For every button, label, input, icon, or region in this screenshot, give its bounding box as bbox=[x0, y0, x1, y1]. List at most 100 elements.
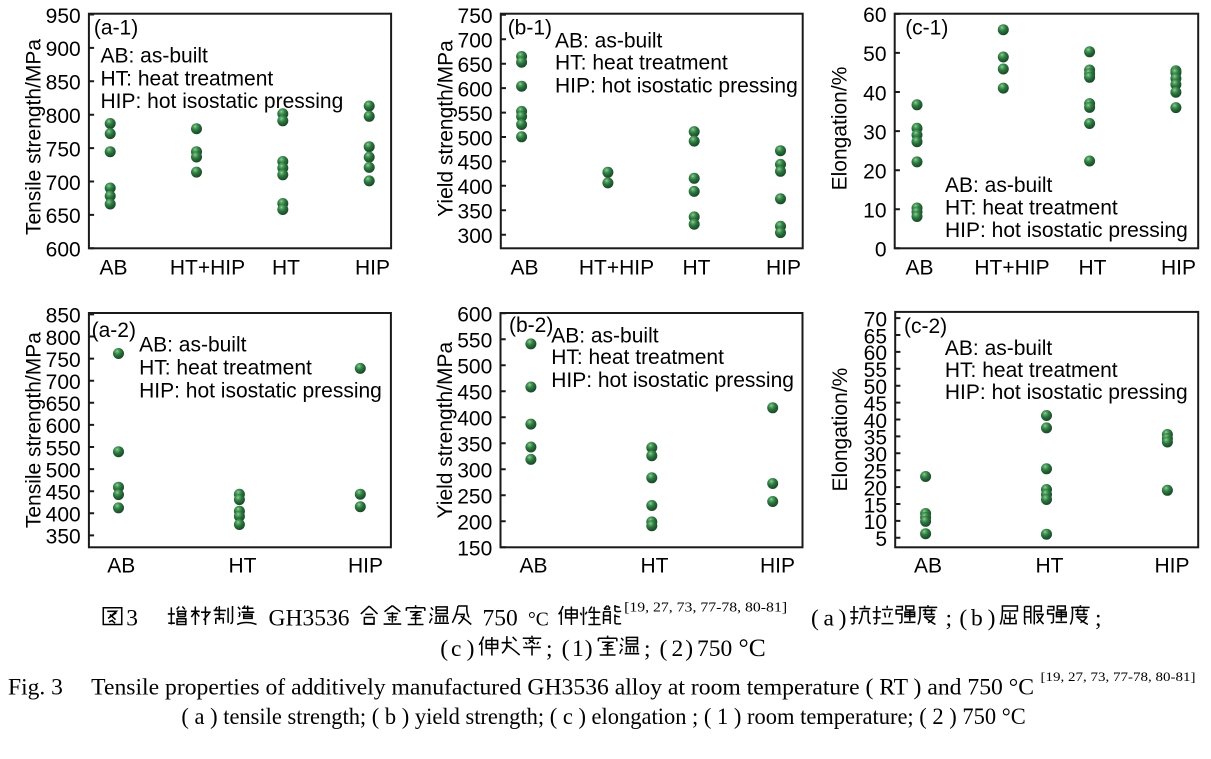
svg-text:850: 850 bbox=[46, 305, 81, 328]
svg-text:(a-2): (a-2) bbox=[92, 319, 136, 342]
svg-text:HT: heat treatment: HT: heat treatment bbox=[945, 359, 1118, 382]
svg-text:55: 55 bbox=[864, 359, 887, 382]
svg-text:Fig. 3: Fig. 3 bbox=[8, 675, 63, 701]
svg-text:10: 10 bbox=[864, 511, 887, 534]
svg-text:HT: heat treatment: HT: heat treatment bbox=[139, 357, 312, 380]
svg-text:500: 500 bbox=[458, 127, 493, 150]
svg-text:Yield strength/MPa: Yield strength/MPa bbox=[434, 341, 457, 518]
svg-text:HT: heat treatment: HT: heat treatment bbox=[101, 67, 274, 90]
svg-text:3: 3 bbox=[126, 606, 138, 632]
svg-text:550: 550 bbox=[457, 330, 492, 353]
svg-text:[19, 27, 73, 77-78, 80-81]: [19, 27, 73, 77-78, 80-81] bbox=[1041, 669, 1196, 684]
svg-text:(: ( bbox=[562, 636, 570, 662]
svg-text:850: 850 bbox=[46, 72, 81, 95]
svg-text:(b-2): (b-2) bbox=[509, 314, 553, 337]
svg-text:450: 450 bbox=[457, 382, 492, 405]
svg-text:(: ( bbox=[959, 606, 967, 632]
svg-text:(c-1): (c-1) bbox=[905, 17, 948, 40]
svg-text:400: 400 bbox=[458, 176, 493, 199]
svg-text:AB: as-built: AB: as-built bbox=[101, 45, 209, 68]
svg-text:25: 25 bbox=[864, 461, 887, 484]
svg-text:HT: heat treatment: HT: heat treatment bbox=[945, 197, 1118, 220]
svg-text:700: 700 bbox=[46, 172, 81, 195]
svg-text:AB: as-built: AB: as-built bbox=[139, 334, 247, 357]
svg-text:70: 70 bbox=[864, 308, 887, 331]
svg-text:750: 750 bbox=[458, 5, 493, 28]
svg-text:Yield strength/MPa: Yield strength/MPa bbox=[435, 40, 458, 217]
svg-text:(: ( bbox=[660, 636, 668, 662]
svg-text:700: 700 bbox=[458, 30, 493, 53]
svg-text:40: 40 bbox=[864, 410, 887, 433]
svg-text:HIP: HIP bbox=[355, 257, 390, 280]
svg-text:°C: °C bbox=[739, 633, 766, 662]
svg-text:500: 500 bbox=[457, 356, 492, 379]
svg-text:HIP: HIP bbox=[1161, 257, 1196, 280]
svg-text:50: 50 bbox=[864, 376, 887, 399]
svg-text:;: ; bbox=[644, 636, 651, 662]
svg-text:AB: AB bbox=[510, 257, 538, 280]
svg-text:800: 800 bbox=[46, 105, 81, 128]
svg-text:550: 550 bbox=[46, 437, 81, 460]
svg-text:40: 40 bbox=[863, 82, 886, 105]
svg-text:600: 600 bbox=[458, 78, 493, 101]
svg-text:200: 200 bbox=[457, 512, 492, 535]
svg-text:HIP: hot isostatic pressing: HIP: hot isostatic pressing bbox=[555, 75, 798, 98]
svg-text:( a ) tensile strength; ( b ): ( a ) tensile strength; ( b ) yield stre… bbox=[181, 704, 1025, 730]
svg-text:HT+HIP: HT+HIP bbox=[170, 257, 245, 280]
svg-text:Tensile properties of additive: Tensile properties of additively manufac… bbox=[91, 675, 1034, 701]
svg-text:650: 650 bbox=[46, 393, 81, 416]
svg-text:15: 15 bbox=[864, 494, 887, 517]
svg-text:350: 350 bbox=[458, 201, 493, 224]
svg-text:350: 350 bbox=[457, 434, 492, 457]
svg-text:400: 400 bbox=[46, 504, 81, 527]
svg-text:65: 65 bbox=[864, 325, 887, 348]
svg-text:300: 300 bbox=[457, 460, 492, 483]
svg-text:;: ; bbox=[546, 636, 553, 662]
svg-text:GH3536: GH3536 bbox=[269, 606, 350, 632]
svg-text:AB: as-built: AB: as-built bbox=[551, 324, 659, 347]
svg-text:2: 2 bbox=[672, 636, 684, 662]
svg-text:250: 250 bbox=[457, 486, 492, 509]
svg-text:AB: AB bbox=[99, 257, 127, 280]
svg-text:HT+HIP: HT+HIP bbox=[974, 257, 1049, 280]
svg-text:Elongation/%: Elongation/% bbox=[829, 368, 852, 492]
svg-text:35: 35 bbox=[864, 427, 887, 450]
svg-text:HIP: HIP bbox=[1154, 554, 1189, 577]
svg-text:300: 300 bbox=[458, 225, 493, 248]
svg-text:60: 60 bbox=[863, 4, 886, 27]
svg-text:30: 30 bbox=[863, 121, 886, 144]
svg-text:550: 550 bbox=[458, 103, 493, 126]
svg-text:5: 5 bbox=[875, 528, 887, 551]
svg-text:450: 450 bbox=[46, 482, 81, 505]
svg-text:HIP: HIP bbox=[766, 257, 801, 280]
svg-text:750: 750 bbox=[483, 606, 518, 632]
svg-text:;: ; bbox=[946, 606, 953, 632]
svg-text:HIP: HIP bbox=[760, 554, 795, 577]
svg-text:(: ( bbox=[811, 606, 819, 632]
svg-text:AB: AB bbox=[914, 554, 942, 577]
svg-text:950: 950 bbox=[46, 5, 81, 28]
svg-text:350: 350 bbox=[46, 526, 81, 549]
svg-text:(c-2): (c-2) bbox=[904, 315, 947, 338]
svg-text:b: b bbox=[971, 606, 983, 632]
svg-text:HT: HT bbox=[229, 554, 257, 577]
svg-text:HT: HT bbox=[1036, 554, 1064, 577]
svg-text:750: 750 bbox=[46, 138, 81, 161]
svg-text:750: 750 bbox=[697, 636, 732, 662]
svg-text:HT: HT bbox=[1079, 257, 1107, 280]
svg-text:0: 0 bbox=[875, 239, 887, 262]
svg-text:20: 20 bbox=[864, 477, 887, 500]
svg-text:AB: as-built: AB: as-built bbox=[945, 174, 1053, 197]
svg-text:HT: heat treatment: HT: heat treatment bbox=[555, 52, 728, 75]
svg-text:600: 600 bbox=[457, 304, 492, 327]
svg-text:): ) bbox=[988, 606, 996, 632]
svg-text:HT: HT bbox=[683, 257, 711, 280]
svg-text:): ) bbox=[467, 636, 475, 662]
svg-text:(: ( bbox=[440, 636, 448, 662]
svg-text:20: 20 bbox=[863, 161, 886, 184]
svg-text:Tensile strength/MPa: Tensile strength/MPa bbox=[23, 332, 46, 528]
svg-text:Elongation/%: Elongation/% bbox=[828, 67, 851, 191]
svg-text:a: a bbox=[824, 606, 835, 632]
svg-text:HT: HT bbox=[272, 257, 300, 280]
svg-text:AB: as-built: AB: as-built bbox=[945, 337, 1053, 360]
